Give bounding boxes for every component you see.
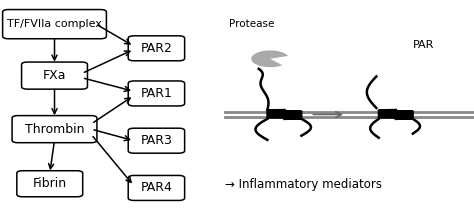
Text: PAR: PAR	[412, 40, 434, 50]
Text: PAR4: PAR4	[140, 181, 173, 194]
Text: Protease: Protease	[229, 19, 274, 29]
FancyBboxPatch shape	[128, 36, 185, 61]
FancyBboxPatch shape	[3, 9, 106, 39]
Text: → Inflammatory mediators: → Inflammatory mediators	[225, 178, 382, 191]
Text: PAR3: PAR3	[140, 134, 173, 147]
FancyBboxPatch shape	[128, 176, 185, 200]
Text: TF/FVIIa complex: TF/FVIIa complex	[7, 19, 102, 29]
Text: Thrombin: Thrombin	[25, 123, 84, 136]
FancyBboxPatch shape	[128, 128, 185, 153]
FancyBboxPatch shape	[17, 171, 82, 197]
FancyBboxPatch shape	[128, 81, 185, 106]
Text: Fibrin: Fibrin	[33, 177, 67, 190]
FancyBboxPatch shape	[22, 62, 87, 89]
Text: FXa: FXa	[43, 69, 66, 82]
Wedge shape	[251, 50, 288, 67]
Text: PAR2: PAR2	[140, 42, 173, 55]
Text: PAR1: PAR1	[140, 87, 173, 100]
FancyBboxPatch shape	[12, 116, 97, 143]
